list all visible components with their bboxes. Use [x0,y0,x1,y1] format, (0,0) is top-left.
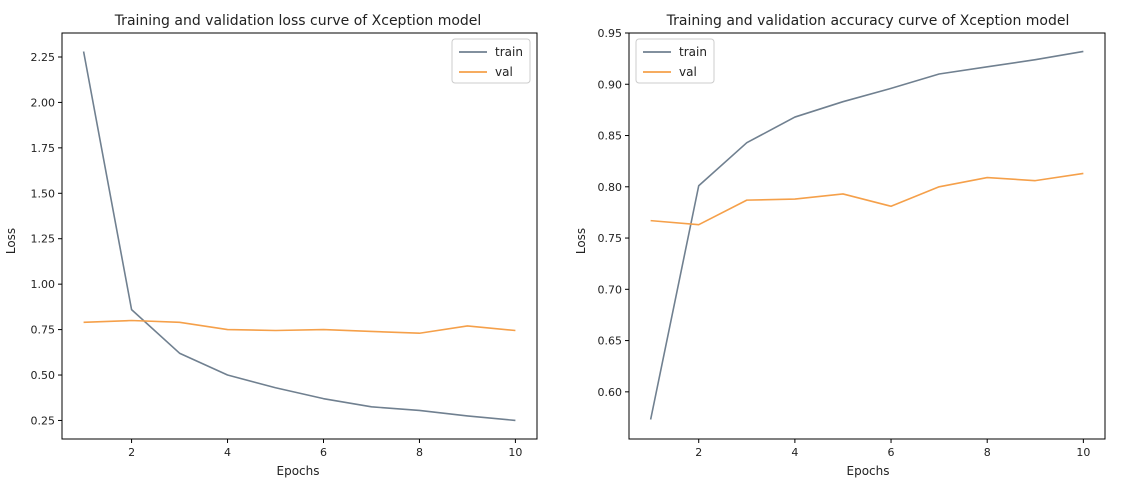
y-axis-label: Loss [574,228,588,254]
series-line-val [650,172,1084,226]
chart-title: Training and validation loss curve of Xc… [114,13,482,29]
y-tick-label: 0.60 [598,386,623,399]
x-tick-label: 8 [416,446,423,459]
x-tick-label: 6 [320,446,327,459]
chart-title: Training and validation accuracy curve o… [666,13,1070,29]
y-axis-label: Loss [4,228,18,254]
y-tick-label: 0.75 [598,232,623,245]
series-line-train [649,50,1084,420]
y-tick-label: 2.25 [31,51,56,64]
x-axis-label: Epochs [847,464,890,478]
loss-chart: Training and validation loss curve of Xc… [4,13,538,478]
legend-label: train [495,45,523,59]
y-tick-label: 0.80 [598,181,623,194]
plot-frame [61,32,538,440]
y-tick-label: 0.75 [31,324,56,337]
y-tick-label: 0.50 [31,369,56,382]
y-tick-label: 0.90 [598,78,623,91]
legend-label: val [679,65,697,79]
x-tick-label: 8 [984,446,991,459]
x-tick-label: 10 [508,446,522,459]
y-tick-label: 1.25 [31,233,56,246]
legend-label: val [495,65,513,79]
legend: train val [635,38,715,84]
legend-label: train [679,45,707,59]
x-tick-label: 4 [224,446,231,459]
y-tick-label: 0.65 [598,335,623,348]
y-tick-label: 1.50 [31,187,56,200]
x-tick-label: 4 [791,446,798,459]
x-tick-label: 2 [128,446,135,459]
y-tick-label: 1.75 [31,142,56,155]
legend: train val [451,38,531,84]
y-tick-label: 0.70 [598,283,623,296]
x-tick-label: 6 [888,446,895,459]
y-tick-label: 0.85 [598,130,623,143]
y-tick-label: 0.95 [598,27,623,40]
series-line-val [83,319,516,335]
y-tick-label: 0.25 [31,414,56,427]
x-tick-label: 10 [1076,446,1090,459]
y-tick-label: 2.00 [31,96,56,109]
accuracy-chart: Training and validation accuracy curve o… [574,13,1106,478]
series-line-train [82,51,516,422]
x-tick-label: 2 [695,446,702,459]
plot-frame [628,32,1106,440]
x-axis-label: Epochs [277,464,320,478]
y-tick-label: 1.00 [31,278,56,291]
